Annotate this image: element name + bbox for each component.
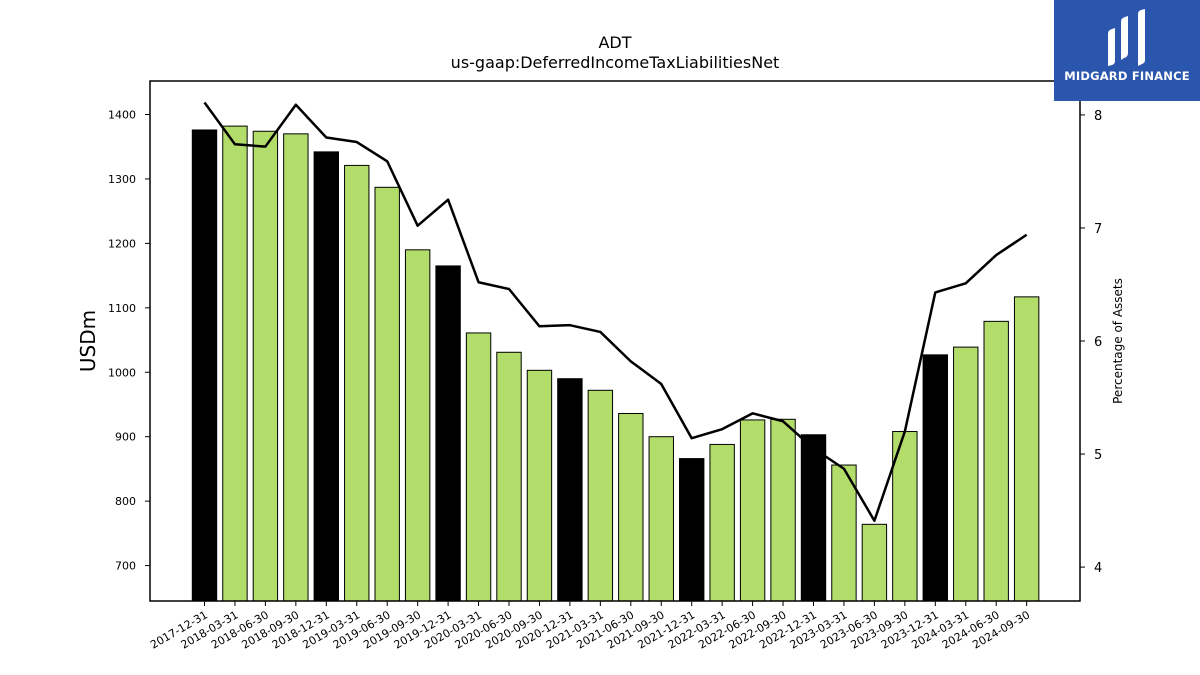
bar bbox=[983, 320, 1009, 602]
chart-title: ADT bbox=[598, 33, 631, 52]
bar bbox=[861, 523, 888, 602]
y2-tick-label: 5 bbox=[1094, 448, 1102, 463]
bar bbox=[1013, 296, 1040, 602]
y-tick-label: 1100 bbox=[108, 302, 136, 315]
bar bbox=[404, 249, 431, 602]
y-tick-label: 1200 bbox=[108, 237, 136, 250]
bar bbox=[587, 389, 614, 602]
y2-tick-label: 7 bbox=[1094, 222, 1102, 237]
bar bbox=[374, 186, 400, 602]
bars-layer bbox=[191, 125, 1040, 602]
y-axis-label: USDm bbox=[76, 310, 100, 372]
bar bbox=[831, 464, 857, 602]
bar bbox=[770, 418, 796, 602]
bar bbox=[800, 434, 827, 602]
bar bbox=[435, 265, 461, 602]
bar bbox=[222, 125, 248, 602]
bar bbox=[953, 346, 979, 602]
y-tick-label: 800 bbox=[115, 495, 136, 508]
logo-text: MIDGARD FINANCE bbox=[1064, 69, 1190, 83]
bar bbox=[922, 354, 948, 602]
bar bbox=[739, 419, 766, 602]
bar bbox=[344, 164, 370, 602]
chart-subtitle: us-gaap:DeferredIncomeTaxLiabilitiesNet bbox=[451, 53, 780, 72]
line-layer bbox=[203, 101, 1028, 522]
y-tick-label: 1400 bbox=[108, 109, 136, 122]
midgard-logo-icon bbox=[1108, 9, 1145, 66]
bar bbox=[648, 436, 674, 602]
bar bbox=[526, 369, 553, 602]
bar bbox=[892, 431, 918, 602]
bar bbox=[283, 133, 309, 602]
series-line bbox=[203, 101, 1028, 522]
bar bbox=[496, 351, 522, 602]
bar bbox=[252, 130, 279, 602]
y-tick-label: 700 bbox=[115, 560, 136, 573]
bar bbox=[709, 443, 735, 602]
y-tick-label: 1000 bbox=[108, 366, 136, 379]
bar bbox=[191, 129, 218, 602]
y2-tick-label: 8 bbox=[1094, 109, 1102, 124]
y2-tick-label: 4 bbox=[1094, 561, 1102, 576]
bar bbox=[618, 412, 644, 602]
bar bbox=[465, 332, 492, 602]
y2-axis-label: Percentage of Assets bbox=[1111, 278, 1125, 404]
midgard-finance-logo: MIDGARD FINANCE bbox=[1054, 0, 1200, 101]
y2-tick-label: 6 bbox=[1094, 335, 1102, 350]
bar bbox=[557, 378, 583, 602]
y-tick-label: 900 bbox=[115, 431, 136, 444]
y-tick-label: 1300 bbox=[108, 173, 136, 186]
bar bbox=[679, 458, 705, 602]
bar bbox=[313, 151, 340, 602]
